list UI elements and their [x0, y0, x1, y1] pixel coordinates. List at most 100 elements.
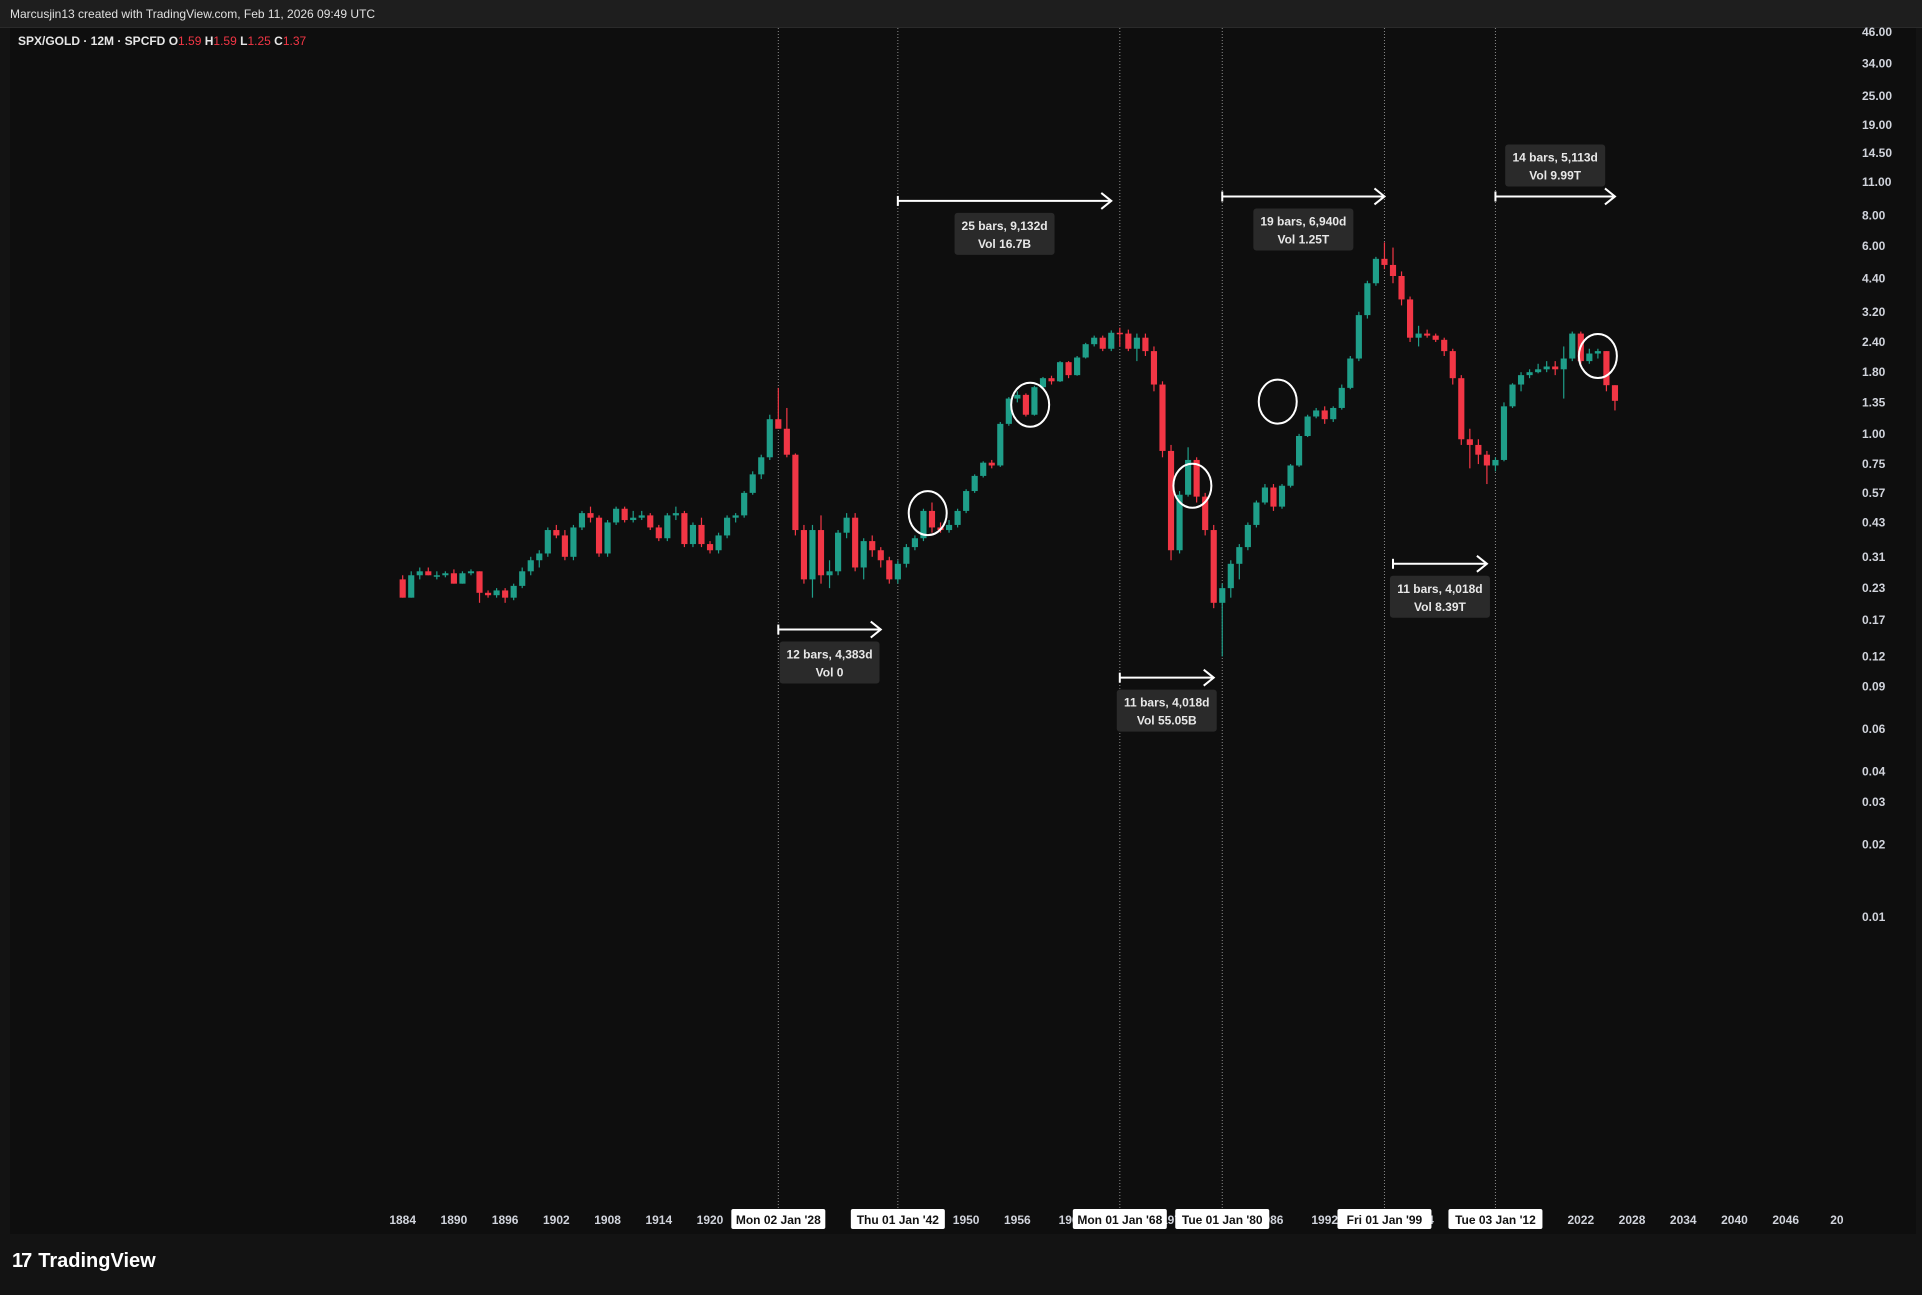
candle-body[interactable]	[1074, 357, 1081, 376]
candle-body[interactable]	[1526, 372, 1533, 376]
candle-body[interactable]	[1415, 333, 1422, 338]
candle-body[interactable]	[476, 571, 483, 593]
candle-body[interactable]	[1432, 335, 1439, 340]
candle-body[interactable]	[638, 515, 645, 518]
candle-body[interactable]	[1082, 344, 1089, 358]
candle-body[interactable]	[1244, 524, 1251, 548]
candle-body[interactable]	[1014, 394, 1021, 399]
candle-body[interactable]	[1210, 530, 1217, 603]
candle-body[interactable]	[869, 541, 876, 551]
tradingview-brand[interactable]: 17 TradingView	[12, 1250, 156, 1273]
candle-body[interactable]	[749, 474, 756, 493]
candle-body[interactable]	[706, 544, 714, 551]
candle-body[interactable]	[1321, 410, 1328, 420]
candle-body[interactable]	[1167, 450, 1175, 551]
annotation-circle[interactable]	[1010, 381, 1051, 428]
candle-body[interactable]	[655, 527, 662, 539]
candle-body[interactable]	[630, 517, 637, 521]
candle-body[interactable]	[835, 532, 842, 572]
annotation-circle[interactable]	[1172, 462, 1213, 509]
candle-body[interactable]	[1261, 487, 1269, 503]
candle-body[interactable]	[433, 575, 440, 577]
candle-body[interactable]	[664, 515, 671, 539]
candle-body[interactable]	[1543, 366, 1550, 370]
candle-body[interactable]	[817, 530, 825, 576]
candle-body[interactable]	[971, 475, 978, 492]
candle-body[interactable]	[1253, 502, 1260, 525]
candle-body[interactable]	[399, 579, 406, 598]
annotation-circle[interactable]	[1577, 332, 1618, 379]
candle-body[interactable]	[1586, 353, 1593, 362]
candle-body[interactable]	[1304, 416, 1311, 436]
candle-body[interactable]	[800, 530, 808, 580]
candle-body[interactable]	[459, 573, 466, 584]
candle-body[interactable]	[1406, 299, 1414, 338]
candle-body[interactable]	[1048, 378, 1055, 382]
candle-body[interactable]	[561, 535, 568, 557]
candle-body[interactable]	[1560, 358, 1567, 370]
candle-body[interactable]	[911, 538, 918, 548]
candle-body[interactable]	[442, 573, 449, 576]
candle-body[interactable]	[1219, 588, 1226, 603]
candle-body[interactable]	[1202, 496, 1209, 531]
candle-body[interactable]	[1330, 407, 1337, 420]
candle-body[interactable]	[1552, 366, 1559, 370]
candle-body[interactable]	[493, 590, 500, 596]
candle-body[interactable]	[963, 491, 970, 511]
candle-body[interactable]	[527, 560, 534, 572]
candle-body[interactable]	[920, 510, 927, 539]
candle-body[interactable]	[544, 530, 551, 554]
candle-body[interactable]	[1364, 283, 1371, 316]
candle-body[interactable]	[1603, 351, 1610, 386]
candle-body[interactable]	[1338, 387, 1345, 408]
candle-body[interactable]	[536, 553, 543, 561]
candle-body[interactable]	[988, 462, 995, 466]
candle-body[interactable]	[595, 517, 603, 554]
candle-body[interactable]	[1287, 465, 1294, 486]
candle-body[interactable]	[621, 508, 628, 521]
candle-body[interactable]	[698, 524, 705, 545]
candle-body[interactable]	[578, 513, 586, 528]
candle-body[interactable]	[1116, 332, 1123, 335]
candle-body[interactable]	[1535, 369, 1542, 373]
candle-body[interactable]	[1065, 362, 1072, 376]
candle-body[interactable]	[467, 571, 475, 574]
candle-body[interactable]	[1594, 351, 1601, 354]
candle-body[interactable]	[775, 419, 782, 429]
candle-body[interactable]	[1142, 337, 1149, 352]
candle-body[interactable]	[741, 492, 748, 516]
candle-body[interactable]	[1031, 387, 1038, 415]
candle-body[interactable]	[1227, 563, 1234, 589]
candle-body[interactable]	[1278, 485, 1286, 507]
candle-body[interactable]	[1039, 378, 1047, 388]
candle-body[interactable]	[1056, 362, 1064, 382]
candle-body[interactable]	[502, 590, 509, 598]
candle-body[interactable]	[408, 575, 415, 598]
candle-body[interactable]	[886, 560, 893, 580]
candle-body[interactable]	[553, 530, 560, 536]
candle-body[interactable]	[1509, 384, 1516, 407]
candle-body[interactable]	[1483, 454, 1490, 466]
candle-body[interactable]	[1466, 439, 1473, 445]
candle-body[interactable]	[809, 530, 816, 580]
candle-body[interactable]	[1099, 337, 1106, 349]
candle-body[interactable]	[903, 547, 910, 564]
candle-body[interactable]	[1176, 494, 1183, 551]
candle-body[interactable]	[860, 541, 867, 568]
candle-body[interactable]	[1270, 487, 1277, 507]
candle-body[interactable]	[1236, 547, 1243, 564]
candle-body[interactable]	[1569, 333, 1576, 359]
candle-body[interactable]	[766, 419, 773, 458]
candle-body[interactable]	[1500, 406, 1508, 460]
candle-body[interactable]	[1296, 435, 1303, 466]
candle-body[interactable]	[1517, 375, 1525, 385]
candle-body[interactable]	[672, 513, 679, 516]
candle-body[interactable]	[894, 563, 901, 580]
candle-body[interactable]	[1611, 385, 1619, 401]
candle-body[interactable]	[877, 550, 884, 561]
candle-body[interactable]	[843, 517, 850, 533]
candle-body[interactable]	[1475, 444, 1482, 455]
candle-body[interactable]	[1355, 315, 1362, 359]
candle-body[interactable]	[732, 515, 739, 518]
candle-body[interactable]	[1125, 333, 1132, 349]
